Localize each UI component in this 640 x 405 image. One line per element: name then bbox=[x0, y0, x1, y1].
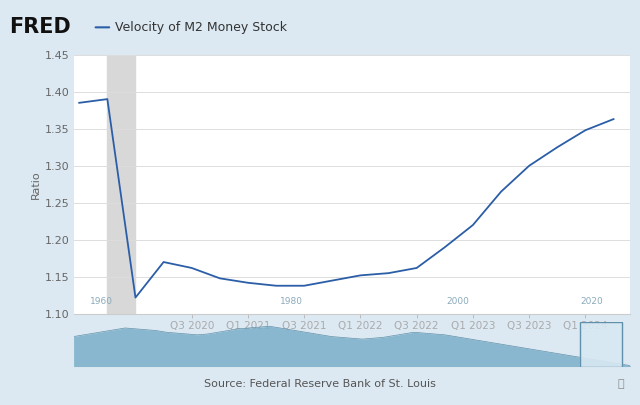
Y-axis label: Ratio: Ratio bbox=[31, 170, 40, 198]
Text: FRED: FRED bbox=[10, 17, 71, 37]
Text: Source: Federal Reserve Bank of St. Louis: Source: Federal Reserve Bank of St. Loui… bbox=[204, 379, 436, 389]
Text: .: . bbox=[59, 25, 61, 30]
Text: 1960: 1960 bbox=[90, 297, 113, 306]
Text: 1980: 1980 bbox=[280, 297, 303, 306]
Bar bbox=[580, 322, 622, 367]
Text: ⤢: ⤢ bbox=[618, 379, 624, 389]
Text: 2020: 2020 bbox=[580, 297, 603, 306]
Text: Velocity of M2 Money Stock: Velocity of M2 Money Stock bbox=[115, 21, 287, 34]
Text: 2000: 2000 bbox=[447, 297, 470, 306]
Bar bbox=[108, 55, 136, 314]
